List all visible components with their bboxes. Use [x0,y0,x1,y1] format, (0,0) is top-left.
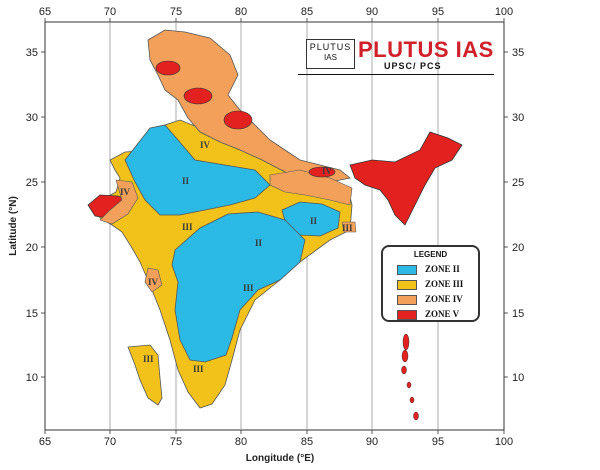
zone-mark: IV [148,277,159,287]
zone-v-andaman-nicobar [401,333,419,421]
x-tick-label: 65 [39,6,51,18]
zone-mark: III [143,354,154,364]
x-tick-label: 95 [432,6,444,18]
x-tick-label: 80 [235,436,247,448]
legend-swatch [397,265,417,275]
zone-v-northeast [349,131,463,226]
zone-v-bihar [308,166,336,178]
brand-logo: PLUTUS IAS PLUTUS IAS UPSC/ PCS [298,37,498,75]
y-tick-label: 35 [26,47,38,59]
logo-box-top-text: PLUTUS [309,42,352,52]
zone-ii-central [124,124,271,216]
y-tick-label: 30 [26,112,38,124]
y-tick-label: 30 [512,112,524,124]
zone-iii-islands-west [127,344,163,406]
x-tick-label: 70 [104,6,116,18]
legend-label: ZONE V [425,309,460,319]
zone-labels: II II II III III III III III IV IV IV IV [120,140,353,374]
y-ticks-left: 10 15 20 25 30 35 [26,47,38,384]
y-tick-label: 20 [512,242,524,254]
legend-label: ZONE II [425,264,460,274]
legend: LEGEND ZONE II ZONE III ZONE IV ZONE V [381,245,480,322]
y-tick-label: 15 [26,308,38,320]
x-axis-label: Longitude (°E) [246,453,314,464]
legend-swatch [397,295,417,305]
x-ticks-bottom: 65 70 75 80 85 90 95 100 [39,436,513,448]
zone-v-uttarakhand [223,110,253,130]
y-ticks-right: 10 15 20 25 30 35 [512,47,524,384]
zone-v-himachal [183,87,213,105]
x-ticks-top: 65 70 75 80 85 90 95 100 [39,6,513,18]
y-tick-label: 35 [512,47,524,59]
zone-mark: III [182,222,193,232]
logo-subtitle: UPSC/ PCS [384,61,442,71]
zone-ii-deccan [171,211,306,363]
legend-label: ZONE IV [425,294,463,304]
x-tick-label: 100 [495,6,513,18]
legend-swatch [397,310,417,320]
zone-iv-konkan [144,267,163,293]
zone-mark: IV [200,140,211,150]
tick-marks [41,18,508,434]
zone-mark: IV [322,166,333,176]
zone-mark: II [182,176,190,186]
logo-title: PLUTUS IAS [358,37,494,62]
logo-box: PLUTUS IAS [306,39,355,69]
x-tick-label: 85 [301,6,313,18]
y-tick-label: 15 [512,308,524,320]
zone-mark: IV [120,187,131,197]
zone-iv-north [147,29,351,183]
y-tick-label: 25 [512,177,524,189]
x-tick-label: 70 [104,436,116,448]
y-tick-label: 25 [26,177,38,189]
x-tick-label: 65 [39,436,51,448]
x-tick-label: 90 [366,6,378,18]
zone-mark: III [193,364,204,374]
zone-mark: II [310,216,318,226]
y-tick-label: 20 [26,242,38,254]
x-tick-label: 75 [170,6,182,18]
y-axis-label: Latitude (°N) [8,196,19,256]
zone-v-kashmir [155,60,181,76]
x-tick-label: 100 [495,436,513,448]
x-tick-label: 95 [432,436,444,448]
zone-iv-gujarat [99,179,139,225]
x-tick-label: 85 [301,436,313,448]
legend-swatch [397,280,417,290]
legend-label: ZONE III [425,279,464,289]
zone-mark: II [255,238,263,248]
y-tick-label: 10 [26,372,38,384]
x-tick-label: 90 [366,436,378,448]
y-tick-label: 10 [512,372,524,384]
x-tick-label: 80 [235,6,247,18]
zone-iv-coast [341,221,357,233]
logo-underline [298,74,494,75]
logo-box-bottom-text: IAS [324,53,337,62]
legend-title: LEGEND [413,250,448,259]
zone-mark: III [342,223,353,233]
x-tick-label: 75 [170,436,182,448]
zone-mark: III [243,283,254,293]
